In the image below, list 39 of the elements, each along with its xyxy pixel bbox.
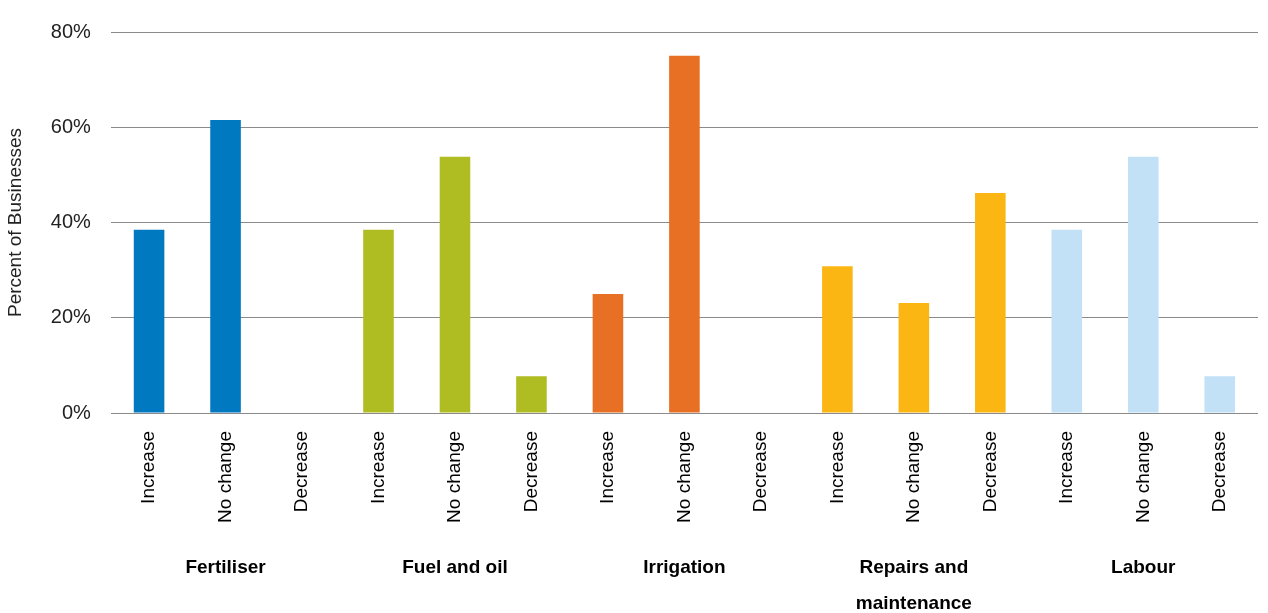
- text: Labour: [1111, 556, 1177, 578]
- x-tick-label: Decrease: [519, 431, 541, 513]
- text: Fertiliser: [185, 556, 267, 578]
- bar: [592, 293, 624, 413]
- bar: [822, 266, 853, 413]
- text: Fuel and oil: [402, 556, 508, 578]
- x-tick-label: Increase: [137, 431, 159, 504]
- x-tick-label: No change: [443, 431, 465, 523]
- y-tick-label: 20%: [50, 305, 92, 328]
- bar: [363, 229, 394, 413]
- bar: [1051, 229, 1083, 413]
- x-tick-label: No change: [1131, 431, 1153, 523]
- y-tick-label: 60%: [50, 114, 92, 137]
- bar: [210, 120, 241, 413]
- x-tick-label: Decrease: [1208, 431, 1229, 513]
- text: Repairs and maintenance: [855, 556, 972, 613]
- bar: [133, 229, 165, 413]
- bar: [669, 55, 700, 413]
- text: Irrigation: [643, 556, 726, 578]
- x-tick-label: Increase: [1055, 431, 1077, 504]
- x-tick-label: No change: [672, 431, 694, 523]
- bar: [1204, 376, 1236, 413]
- x-tick-label: Increase: [596, 431, 618, 504]
- x-tick-label: Increase: [825, 431, 847, 504]
- y-tick-label: 80%: [50, 19, 92, 42]
- bar: [1127, 156, 1159, 413]
- bar: [439, 156, 471, 413]
- x-tick-label: Decrease: [978, 431, 1000, 513]
- bar: [975, 192, 1006, 413]
- x-tick-label: Increase: [366, 431, 388, 504]
- x-tick-label: No change: [902, 431, 924, 523]
- y-tick-label: 40%: [50, 210, 92, 233]
- x-tick-label: Decrease: [290, 431, 312, 513]
- bar: [898, 302, 930, 413]
- y-tick-label: 0%: [61, 400, 92, 423]
- x-tick-label: No change: [213, 431, 235, 523]
- bar: [516, 376, 547, 413]
- y-axis-title: Percent of Businesses: [3, 127, 25, 318]
- x-tick-label: Decrease: [749, 431, 771, 513]
